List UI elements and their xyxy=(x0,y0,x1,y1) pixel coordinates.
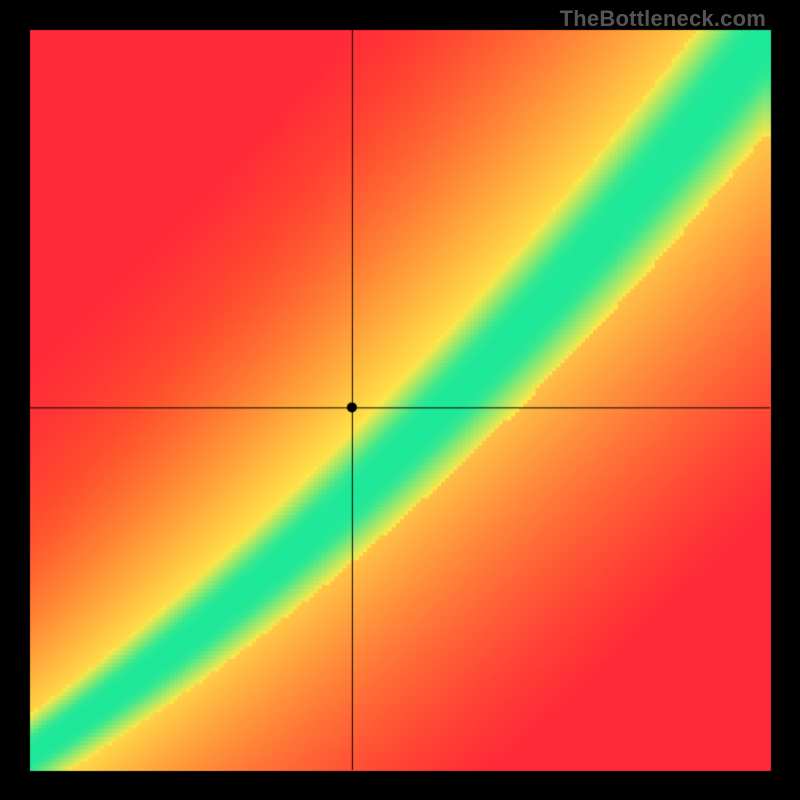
bottleneck-heatmap xyxy=(0,0,800,800)
watermark-text: TheBottleneck.com xyxy=(560,6,766,32)
